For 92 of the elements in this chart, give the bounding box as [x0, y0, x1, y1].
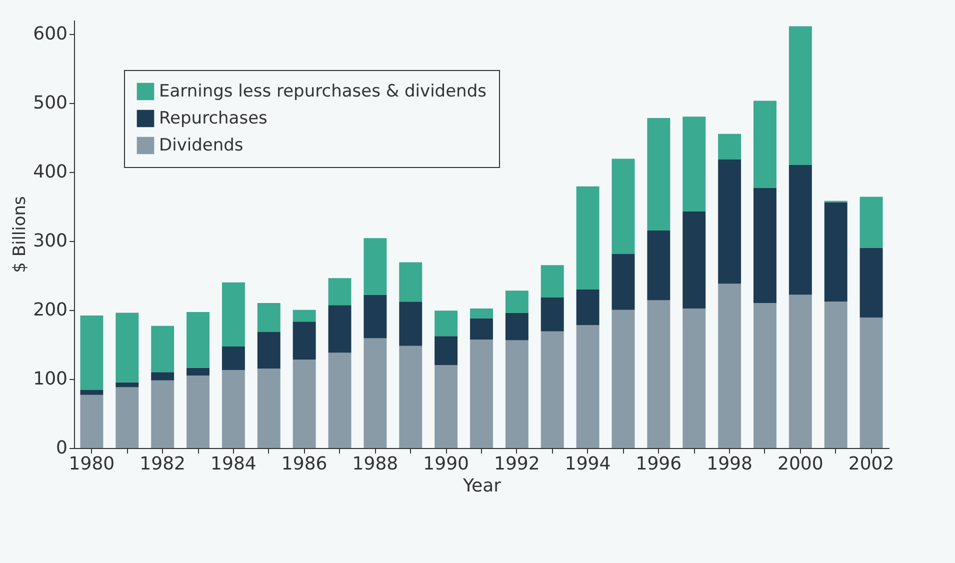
bar	[328, 278, 352, 306]
bar	[364, 338, 387, 448]
y-tick-label: 500	[33, 92, 68, 114]
bar	[753, 303, 776, 448]
bar	[576, 186, 600, 290]
bar	[222, 282, 245, 347]
bar	[540, 331, 564, 448]
bar	[824, 302, 848, 448]
y-tick-label: 200	[33, 299, 68, 320]
bar	[470, 318, 493, 340]
bar	[470, 340, 493, 448]
bar	[788, 294, 812, 448]
bar	[612, 310, 635, 448]
y-tick-label: 300	[33, 230, 68, 252]
bar	[824, 202, 848, 302]
y-tick-label: 0	[56, 438, 68, 458]
bar	[399, 262, 422, 302]
x-axis-title: Year	[462, 476, 502, 496]
x-tick-label: 1988	[352, 454, 398, 474]
bar	[186, 376, 210, 448]
bar	[470, 308, 493, 318]
x-tick-label: 1982	[140, 454, 186, 474]
x-tick-label: 1994	[564, 454, 611, 474]
bar	[328, 305, 352, 353]
bar	[434, 310, 458, 336]
bar	[540, 265, 564, 298]
bar	[116, 382, 139, 388]
bar	[540, 298, 564, 332]
bar	[222, 370, 245, 448]
bar	[292, 360, 316, 448]
bar	[576, 325, 600, 448]
x-tick-label: 2000	[778, 454, 824, 474]
bar	[257, 368, 280, 448]
y-axis-title: $ Billions	[10, 196, 30, 273]
bar	[576, 289, 600, 326]
bar	[505, 340, 528, 448]
x-tick-label: 1984	[210, 454, 256, 474]
bar	[647, 118, 670, 231]
x-tick-label: 1998	[706, 454, 752, 474]
bar	[682, 308, 706, 448]
bar	[328, 352, 352, 448]
bar	[788, 164, 812, 295]
bar	[860, 196, 883, 248]
y-tick-label: 100	[33, 368, 68, 390]
legend-label: Earnings less repurchases & dividends	[159, 82, 487, 102]
bar	[80, 390, 104, 395]
legend-label: Dividends	[159, 136, 244, 156]
y-tick-label: 600	[33, 23, 68, 44]
bar	[80, 394, 104, 448]
bar	[505, 290, 528, 313]
bar	[257, 303, 280, 332]
bar	[753, 188, 776, 304]
bar	[612, 254, 635, 310]
bar	[647, 230, 670, 300]
bar	[718, 284, 742, 448]
bar	[80, 315, 104, 390]
bar	[292, 322, 316, 360]
bar	[364, 238, 387, 295]
bar	[222, 346, 245, 370]
bar	[682, 116, 706, 212]
bar	[434, 336, 458, 366]
bar	[364, 294, 387, 338]
y-tick-label: 400	[33, 161, 68, 182]
bar	[788, 26, 812, 165]
x-tick-label: 1992	[494, 454, 540, 474]
bar	[292, 310, 316, 322]
bar	[186, 368, 210, 376]
bar	[753, 100, 776, 188]
bar	[257, 332, 280, 369]
bar	[116, 312, 139, 382]
bar	[399, 346, 422, 448]
bar	[682, 211, 706, 309]
bar	[151, 326, 174, 372]
legend-label: Repurchases	[159, 108, 268, 128]
bar	[151, 380, 174, 448]
bar	[399, 302, 422, 346]
bar	[860, 248, 883, 318]
bar	[505, 312, 528, 340]
x-tick-label: 1996	[636, 454, 682, 474]
bar	[647, 300, 670, 448]
bar	[860, 318, 883, 448]
bar	[434, 365, 458, 448]
x-tick-label: 2002	[848, 454, 894, 474]
bar	[186, 312, 210, 368]
x-tick-label: 1980	[68, 454, 115, 474]
bar	[612, 158, 635, 254]
x-tick-label: 1986	[281, 454, 328, 474]
bar	[151, 372, 174, 380]
bar	[116, 387, 139, 448]
bar	[718, 159, 742, 284]
x-tick-label: 1990	[423, 454, 469, 474]
bar	[718, 134, 742, 160]
